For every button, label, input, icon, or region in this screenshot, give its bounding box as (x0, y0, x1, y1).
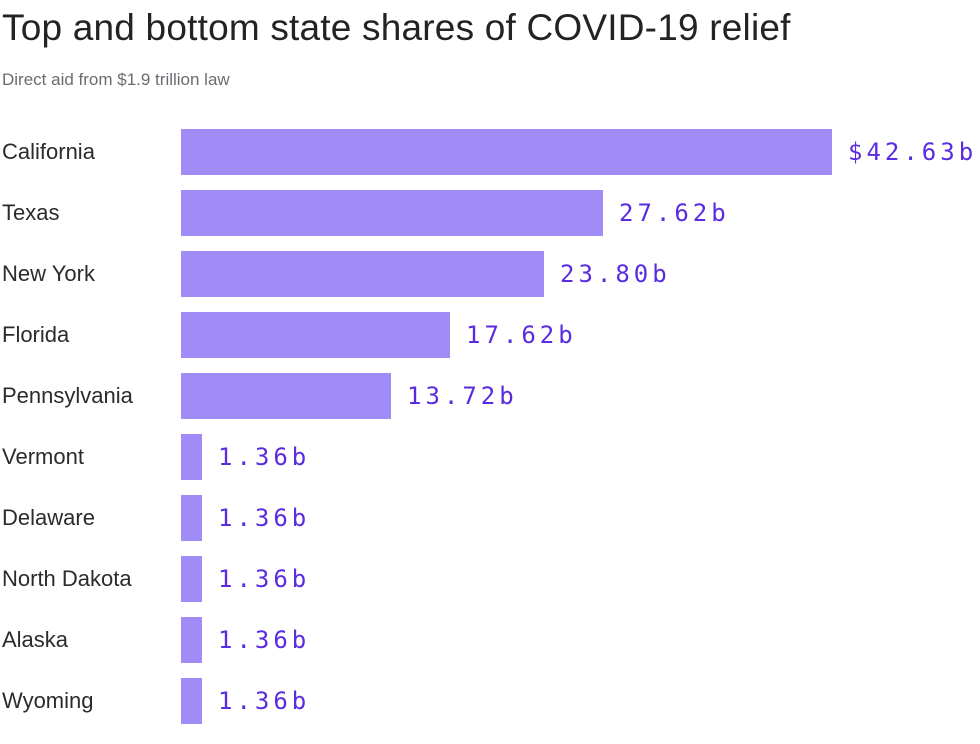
chart-row: California $42.63b (2, 121, 980, 182)
chart-row: New York 23.80b (2, 243, 980, 304)
value-label: 23.80b (560, 259, 671, 288)
state-label: Florida (2, 321, 70, 347)
chart-row: Vermont 1.36b (2, 426, 980, 487)
chart-row: Alaska 1.36b (2, 609, 980, 670)
state-label: California (2, 138, 95, 164)
bar (181, 433, 202, 480)
bar (181, 677, 202, 724)
value-label: 1.36b (218, 564, 311, 593)
state-label: Pennsylvania (2, 382, 133, 408)
bar (181, 494, 202, 541)
bar (181, 311, 450, 358)
value-label: 1.36b (218, 625, 311, 654)
bar (181, 250, 544, 297)
value-label: $42.63b (848, 137, 978, 166)
state-label: Wyoming (2, 687, 94, 713)
state-label: Texas (2, 199, 60, 225)
state-label: New York (2, 260, 95, 286)
bar (181, 372, 391, 419)
value-label: 1.36b (218, 442, 311, 471)
state-label: Alaska (2, 626, 69, 652)
value-label: 1.36b (218, 503, 311, 532)
chart-row: Texas 27.62b (2, 182, 980, 243)
state-label: Vermont (2, 443, 84, 469)
value-label: 27.62b (619, 198, 730, 227)
value-label: 1.36b (218, 686, 311, 715)
chart-row: Delaware 1.36b (2, 487, 980, 548)
chart-row: Wyoming 1.36b (2, 670, 980, 731)
bar (181, 189, 603, 236)
value-label: 13.72b (407, 381, 518, 410)
state-label: Delaware (2, 504, 95, 530)
bar (181, 555, 202, 602)
state-label: North Dakota (2, 565, 132, 591)
bar (181, 616, 202, 663)
chart-subtitle: Direct aid from $1.9 trillion law (2, 70, 230, 89)
value-label: 17.62b (466, 320, 577, 349)
bar (181, 128, 832, 175)
bar-chart: California $42.63b Texas 27.62b New York 23.8… (2, 121, 980, 731)
chart-row: Florida 17.62b (2, 304, 980, 365)
chart-row: Pennsylvania 13.72b (2, 365, 980, 426)
chart-title: Top and bottom state shares of COVID-19 … (2, 7, 791, 48)
chart-row: North Dakota 1.36b (2, 548, 980, 609)
